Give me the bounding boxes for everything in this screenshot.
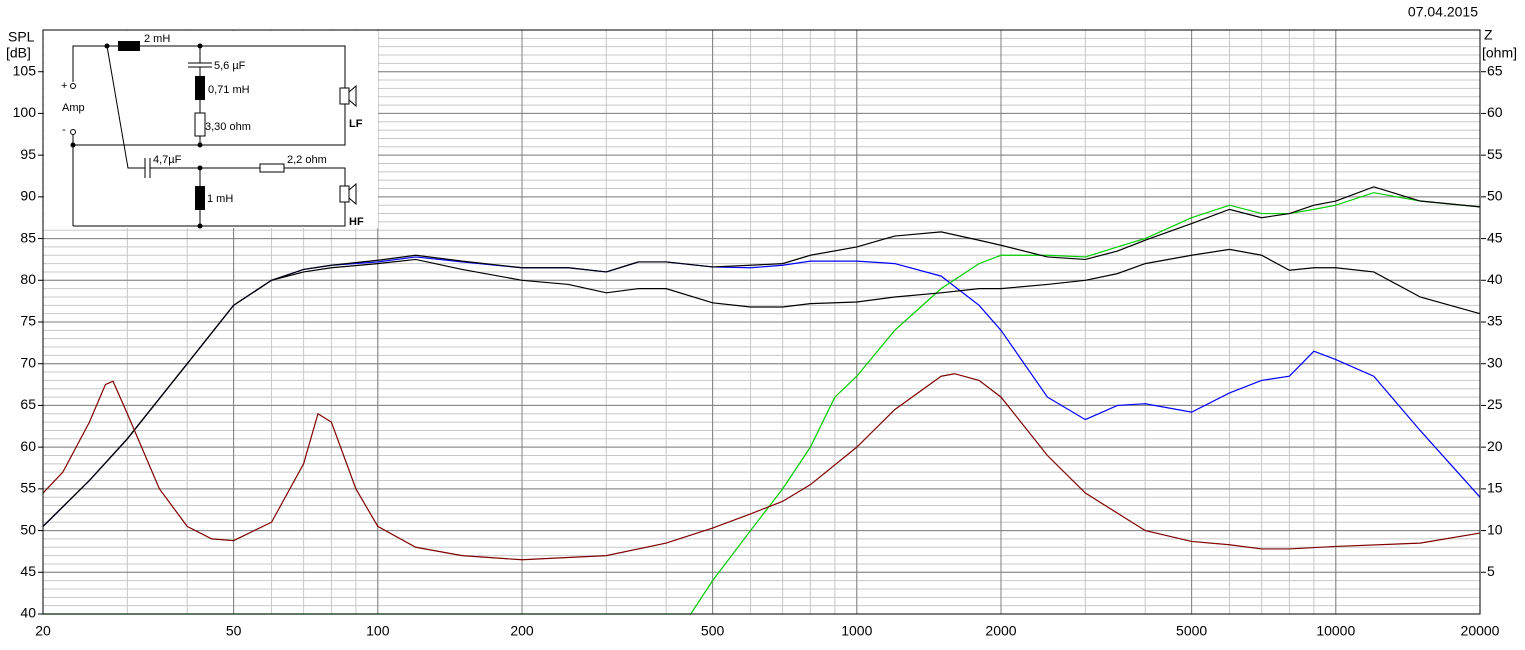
schematic-label: HF bbox=[349, 216, 364, 228]
wire bbox=[73, 104, 346, 146]
x-tick-label: 20 bbox=[35, 623, 51, 639]
wire bbox=[72, 45, 118, 82]
node bbox=[197, 142, 203, 148]
y-tick-label: 95 bbox=[20, 146, 36, 162]
node bbox=[197, 165, 203, 171]
y-tick-label: 45 bbox=[20, 563, 36, 579]
x-tick-label: 100 bbox=[366, 623, 390, 639]
schematic-label: - bbox=[62, 124, 66, 136]
y-label: SPL bbox=[8, 29, 35, 45]
schematic: 2 mH 5,6 µF 0,71 mH 3,30 ohm + Amp - LF … bbox=[44, 31, 378, 229]
node bbox=[104, 43, 110, 49]
x-tick-label: 200 bbox=[510, 623, 534, 639]
y2-label: Z bbox=[1484, 27, 1493, 43]
schematic-label: 2,2 ohm bbox=[287, 154, 327, 166]
terminal bbox=[70, 83, 76, 89]
schematic-label: 2 mH bbox=[144, 33, 170, 45]
x-tick-label: 10000 bbox=[1316, 623, 1355, 639]
schematic-label: 3,30 ohm bbox=[205, 121, 251, 133]
schematic-label: Amp bbox=[62, 102, 85, 114]
schematic-label: 4,7µF bbox=[153, 154, 182, 166]
node bbox=[197, 43, 203, 49]
y-tick-label: 60 bbox=[20, 438, 36, 454]
y2-tick-label: 40 bbox=[1487, 271, 1503, 287]
y-tick-label: 55 bbox=[20, 480, 36, 496]
series-line bbox=[42, 248, 1481, 527]
y2-tick-label: 15 bbox=[1487, 480, 1503, 496]
schematic-label: 1 mH bbox=[207, 193, 233, 205]
schematic-label: + bbox=[61, 80, 67, 92]
wire bbox=[140, 45, 346, 88]
y2-tick-label: 55 bbox=[1487, 146, 1503, 162]
y2-tick-label: 45 bbox=[1487, 229, 1503, 245]
wire bbox=[73, 202, 346, 227]
y-tick-label: 100 bbox=[13, 104, 37, 120]
y2-tick-label: 5 bbox=[1487, 563, 1495, 579]
plot bbox=[42, 186, 1481, 615]
y2-tick-label: 60 bbox=[1487, 104, 1503, 120]
y2-tick-label: 25 bbox=[1487, 396, 1503, 412]
y-tick-label: 80 bbox=[20, 271, 36, 287]
speaker bbox=[339, 185, 350, 203]
y2-tick-label: 20 bbox=[1487, 438, 1503, 454]
wire bbox=[106, 45, 145, 169]
y2-tick-label: 50 bbox=[1487, 188, 1503, 204]
y2-tick-label: 65 bbox=[1487, 62, 1503, 78]
x-tick-label: 20000 bbox=[1461, 623, 1500, 639]
inductor bbox=[195, 76, 205, 100]
speaker-cone bbox=[348, 84, 357, 108]
y-unit: [dB] bbox=[6, 45, 31, 61]
node bbox=[197, 223, 203, 229]
x-tick-label: 5000 bbox=[1176, 623, 1207, 639]
schematic-bg bbox=[44, 31, 378, 228]
series-line bbox=[42, 186, 1481, 527]
y-tick-label: 50 bbox=[20, 521, 36, 537]
speaker-cone bbox=[348, 182, 357, 206]
series-line bbox=[42, 373, 1481, 561]
speaker bbox=[339, 87, 350, 105]
y-tick-label: 65 bbox=[20, 396, 36, 412]
y-tick-label: 40 bbox=[20, 605, 36, 621]
x-tick-label: 2000 bbox=[985, 623, 1016, 639]
schematic-label: LF bbox=[349, 118, 363, 130]
series-line bbox=[43, 192, 1481, 615]
y2-tick-label: 10 bbox=[1487, 521, 1503, 537]
y2-unit: [ohm] bbox=[1482, 45, 1517, 61]
x-tick-label: 50 bbox=[226, 623, 242, 639]
wire bbox=[284, 167, 346, 186]
y-tick-label: 90 bbox=[20, 188, 36, 204]
date: 07.04.2015 bbox=[1408, 4, 1478, 20]
terminal bbox=[70, 129, 76, 135]
y-tick-label: 70 bbox=[20, 354, 36, 370]
y-tick-label: 105 bbox=[13, 62, 37, 78]
y-tick-label: 85 bbox=[20, 229, 36, 245]
schematic-label: 5,6 µF bbox=[214, 60, 246, 72]
inductor bbox=[118, 41, 140, 51]
x-tick-label: 500 bbox=[701, 623, 725, 639]
inductor bbox=[195, 186, 205, 210]
node bbox=[70, 142, 76, 148]
resistor bbox=[259, 163, 285, 173]
y-tick-label: 75 bbox=[20, 313, 36, 329]
y2-tick-label: 30 bbox=[1487, 354, 1503, 370]
resistor bbox=[194, 112, 206, 137]
y2-tick-label: 35 bbox=[1487, 313, 1503, 329]
schematic-label: 0,71 mH bbox=[208, 84, 250, 96]
x-tick-label: 1000 bbox=[841, 623, 872, 639]
